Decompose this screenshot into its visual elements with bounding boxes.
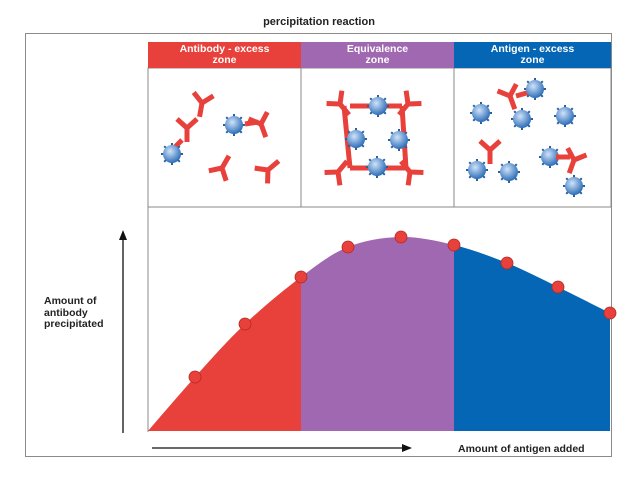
antibody-link: [244, 119, 259, 127]
antibody-icon: [478, 139, 502, 164]
antigen-icon: [366, 156, 388, 178]
antibody-icon: [247, 110, 270, 139]
antibody-icon: [326, 90, 351, 117]
antigen-body: [526, 80, 544, 98]
antigen-icon: [563, 175, 585, 197]
y-axis-label: Amount of antibody precipitated: [44, 295, 104, 330]
x-arrowhead-icon: [402, 444, 412, 452]
antigen-body: [472, 104, 490, 122]
antigen-body: [565, 177, 583, 195]
zone-label-line2: zone: [365, 54, 390, 66]
antibody-icon: [496, 82, 519, 111]
antigen-icon: [388, 129, 410, 151]
antibody-shape: [175, 117, 199, 142]
antigen-icon: [470, 102, 492, 124]
antibody-icon: [254, 159, 281, 184]
antigen-icon: [223, 114, 245, 136]
antibody-shape: [324, 159, 349, 186]
area-antibody-excess: [148, 277, 301, 431]
antigen-body: [368, 158, 386, 176]
antigen-body: [390, 131, 408, 149]
data-point: [500, 256, 514, 270]
data-point: [447, 238, 461, 252]
data-point: [238, 317, 252, 331]
zone-label-line2: zone: [212, 54, 237, 66]
diagram-title: percipitation reaction: [263, 16, 375, 28]
zone-label-line1: Antibody - excess: [179, 43, 270, 55]
antigen-body: [500, 163, 518, 181]
zone-label-line1: Equivalence: [346, 43, 409, 55]
antigen-icon: [161, 143, 183, 165]
antibody-shape: [565, 146, 588, 175]
antigen-body: [513, 110, 531, 128]
antibody-icon: [399, 159, 424, 186]
area-equivalence: [301, 236, 454, 431]
antigen-body: [163, 145, 181, 163]
antigen-icon: [511, 108, 533, 130]
antibody-shape: [254, 159, 281, 184]
antigen-icon: [498, 161, 520, 183]
antibody-shape: [478, 139, 502, 164]
zone-label-line2: zone: [520, 54, 545, 66]
zone-panels-border: [147, 67, 612, 208]
antigen-body: [347, 130, 365, 148]
antibody-shape: [191, 90, 215, 118]
x-axis-label: Amount of antigen added: [458, 443, 585, 455]
antibody-shape: [208, 154, 232, 182]
antibody-shape: [326, 90, 351, 117]
antigen-icon: [345, 128, 367, 150]
zone-label-line1: Antigen - excess: [490, 43, 575, 55]
data-point: [603, 306, 617, 320]
antibody-shape: [397, 90, 422, 117]
antibody-icon: [191, 90, 215, 118]
antigen-icon: [367, 95, 389, 117]
antigen-body: [369, 97, 387, 115]
antibody-shape: [247, 110, 270, 139]
zone-header-antibody-excess: Antibody - excess zone: [148, 42, 301, 68]
antigen-icon: [466, 159, 488, 181]
diagram-frame: [25, 33, 612, 457]
antibody-icon: [208, 154, 232, 182]
antibody-shape: [496, 82, 519, 111]
antigen-icon: [554, 105, 576, 127]
antibody-link: [341, 105, 353, 169]
data-point: [341, 240, 355, 254]
zone-header-antigen-excess: Antigen - excess zone: [454, 42, 611, 68]
antibody-icon: [397, 90, 422, 117]
antibody-icon: [175, 117, 199, 142]
zone-header-equivalence: Equivalence zone: [301, 42, 454, 68]
data-point: [188, 370, 202, 384]
antibody-icon: [324, 159, 349, 186]
area-antigen-excess: [454, 245, 610, 431]
antigen-body: [556, 107, 574, 125]
data-point: [294, 270, 308, 284]
antibody-icon: [565, 146, 588, 175]
data-point: [551, 280, 565, 294]
y-arrowhead-icon: [119, 230, 127, 240]
antigen-icon: [524, 78, 546, 100]
antigen-body: [468, 161, 486, 179]
antigen-body: [541, 148, 559, 166]
antibody-shape: [399, 159, 424, 186]
data-point: [394, 230, 408, 244]
antigen-body: [225, 116, 243, 134]
